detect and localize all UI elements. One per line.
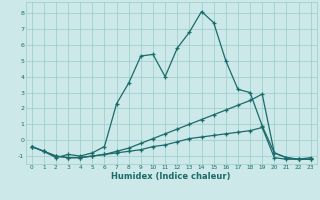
X-axis label: Humidex (Indice chaleur): Humidex (Indice chaleur) [111, 172, 231, 181]
